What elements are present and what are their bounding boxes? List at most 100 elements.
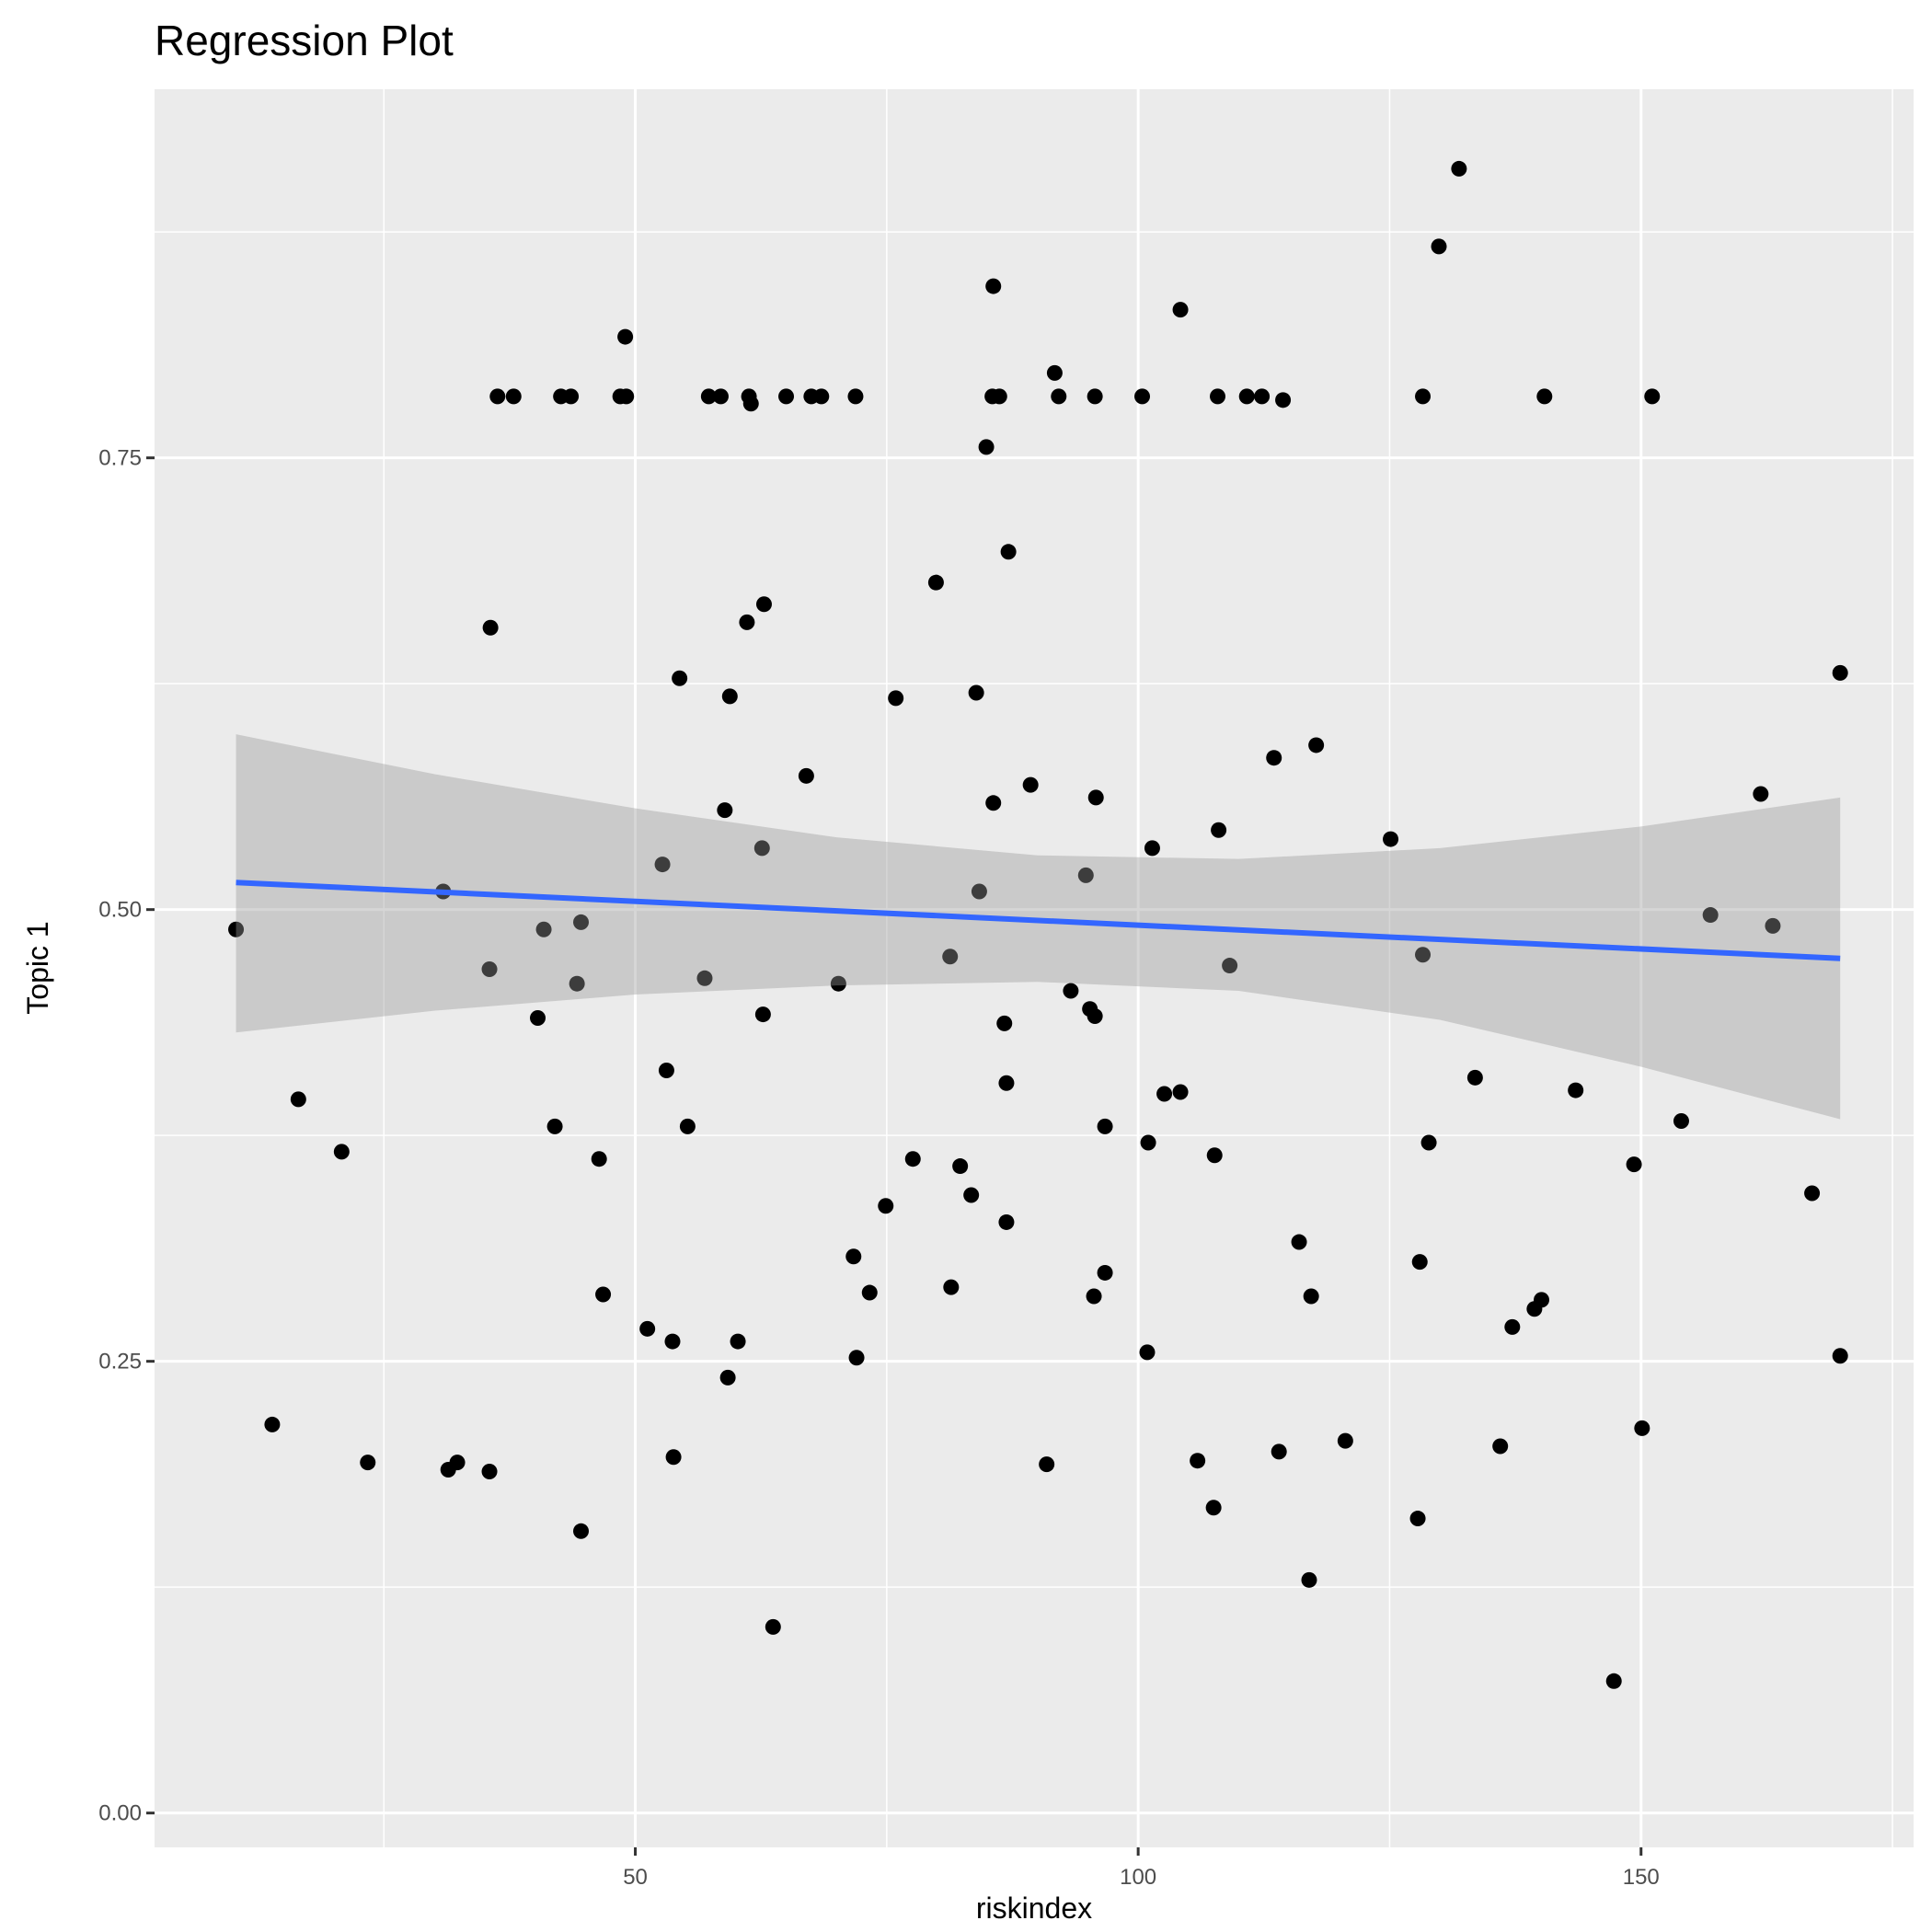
data-point — [591, 1151, 607, 1167]
data-point — [998, 1075, 1015, 1091]
data-point — [569, 975, 585, 992]
data-point — [712, 388, 729, 405]
data-point — [861, 1284, 878, 1301]
data-point — [505, 388, 522, 405]
data-point — [1046, 364, 1063, 381]
data-point — [1605, 1673, 1622, 1689]
data-point — [1211, 822, 1227, 838]
data-point — [813, 388, 830, 405]
data-point — [1291, 1234, 1307, 1250]
data-point — [700, 388, 717, 405]
data-point — [1087, 388, 1103, 405]
data-point — [1238, 388, 1255, 405]
data-point — [1077, 867, 1094, 883]
data-point — [1337, 1432, 1353, 1449]
data-point — [1266, 750, 1282, 766]
data-point — [665, 1449, 682, 1466]
x-axis: 50 100 150 — [623, 1847, 1660, 1890]
y-tick-label: 0.75 — [98, 446, 142, 471]
data-point — [672, 670, 688, 686]
data-point — [848, 1350, 865, 1366]
data-point — [1383, 831, 1399, 847]
x-tick-label: 150 — [1623, 1865, 1660, 1890]
data-point — [847, 388, 864, 405]
data-point — [1097, 1118, 1113, 1134]
data-point — [1144, 840, 1160, 857]
data-point — [595, 1286, 612, 1303]
confidence-band — [236, 734, 1841, 1120]
data-point — [679, 1118, 696, 1134]
data-point — [290, 1091, 306, 1108]
data-point — [963, 1187, 980, 1203]
data-point — [753, 840, 770, 857]
data-point — [1206, 1147, 1223, 1164]
data-point — [1022, 776, 1039, 793]
data-point — [888, 690, 904, 707]
data-point — [1156, 1086, 1173, 1102]
data-point — [1172, 302, 1189, 318]
data-points — [228, 160, 1848, 1689]
data-point — [264, 1416, 281, 1432]
data-point — [739, 614, 755, 630]
regression-line — [236, 880, 1841, 961]
data-point — [1644, 388, 1661, 405]
data-point — [1568, 1082, 1584, 1098]
data-point — [719, 1369, 736, 1386]
data-point — [968, 684, 984, 701]
data-point — [1492, 1438, 1509, 1455]
x-tick-label: 100 — [1120, 1865, 1156, 1890]
data-point — [730, 1333, 746, 1350]
data-point — [942, 949, 959, 965]
plot-panel — [155, 89, 1914, 1847]
data-point — [563, 388, 580, 405]
data-point — [1087, 1008, 1103, 1025]
data-point — [985, 278, 1002, 294]
data-point — [878, 1198, 894, 1214]
data-point — [1097, 1264, 1113, 1281]
data-point — [639, 1320, 656, 1337]
major-gridlines — [155, 89, 1914, 1847]
data-point — [1063, 983, 1079, 999]
data-point — [1832, 664, 1848, 681]
data-point — [1303, 1288, 1319, 1305]
data-point — [658, 1062, 674, 1078]
data-point — [1431, 238, 1447, 255]
data-point — [952, 1158, 969, 1175]
data-point — [228, 921, 245, 937]
data-point — [830, 975, 846, 992]
data-point — [798, 767, 814, 784]
data-point — [985, 795, 1002, 811]
data-point — [1504, 1318, 1521, 1335]
data-point — [696, 970, 713, 986]
data-point — [617, 328, 634, 345]
data-point — [1765, 917, 1781, 934]
data-point — [573, 1523, 590, 1539]
data-point — [742, 396, 759, 412]
chart-title: Regression Plot — [155, 17, 454, 64]
data-point — [1409, 1511, 1426, 1527]
data-point — [1172, 1084, 1189, 1100]
data-point — [754, 1006, 771, 1023]
data-point — [1210, 388, 1226, 405]
data-point — [1039, 1456, 1055, 1473]
data-point — [978, 439, 995, 455]
data-point — [1087, 789, 1104, 806]
data-point — [1301, 1571, 1317, 1588]
data-point — [845, 1248, 862, 1265]
data-point — [927, 574, 944, 591]
data-point — [664, 1333, 681, 1350]
y-tick-label: 0.00 — [98, 1801, 142, 1826]
data-point — [360, 1455, 376, 1471]
data-point — [1000, 544, 1017, 560]
data-point — [1222, 958, 1238, 974]
data-point — [449, 1455, 466, 1471]
data-point — [755, 596, 772, 613]
y-tick-label: 0.25 — [98, 1350, 142, 1374]
data-point — [1190, 1453, 1206, 1469]
y-axis: 0.00 0.25 0.50 0.75 — [98, 446, 155, 1826]
data-point — [333, 1144, 350, 1160]
data-point — [1466, 1069, 1483, 1086]
data-point — [1536, 388, 1553, 405]
data-point — [904, 1151, 921, 1167]
